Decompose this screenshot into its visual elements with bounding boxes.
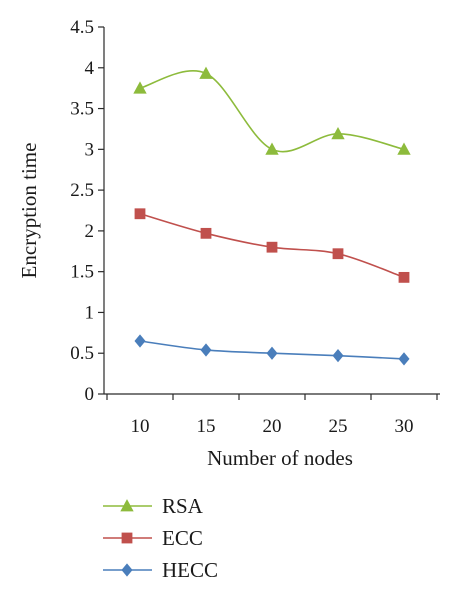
legend-swatch-marker <box>121 563 133 577</box>
y-tick-label: 4 <box>85 58 95 79</box>
data-point-hecc <box>398 352 410 366</box>
data-point-hecc <box>266 346 278 360</box>
x-tick-label: 15 <box>197 416 216 437</box>
series-hecc <box>134 334 410 366</box>
legend-item-rsa: RSA <box>103 494 204 518</box>
y-tick-label: 2.5 <box>70 180 94 201</box>
x-tick-label: 30 <box>395 416 414 437</box>
data-point-rsa <box>331 127 345 140</box>
y-tick-label: 0.5 <box>70 343 94 364</box>
data-point-ecc <box>332 248 344 260</box>
legend-label-rsa: RSA <box>162 494 204 518</box>
x-axis-title: Number of nodes <box>207 446 353 470</box>
data-point-rsa <box>133 81 147 94</box>
legend-item-ecc: ECC <box>103 526 203 550</box>
chart-axes <box>103 27 440 395</box>
series-line-rsa <box>139 70 405 153</box>
chart-legend: RSA ECC HECC <box>103 494 218 582</box>
data-point-ecc <box>134 208 146 220</box>
x-tick-label: 10 <box>131 416 150 437</box>
series-rsa <box>133 66 411 155</box>
legend-item-hecc: HECC <box>103 558 218 582</box>
y-tick-label: 1.5 <box>70 262 94 283</box>
legend-swatch-marker <box>120 499 134 512</box>
data-point-hecc <box>332 349 344 363</box>
legend-label-ecc: ECC <box>162 526 203 550</box>
data-point-hecc <box>200 343 212 357</box>
data-point-ecc <box>200 227 212 239</box>
legend-swatch-marker <box>121 532 133 544</box>
y-axis-title: Encryption time <box>17 143 41 279</box>
x-tick-label: 25 <box>329 416 348 437</box>
data-point-ecc <box>266 241 278 253</box>
data-point-hecc <box>134 334 146 348</box>
data-point-rsa <box>397 142 411 155</box>
y-tick-label: 3 <box>85 139 95 160</box>
data-point-rsa <box>199 66 213 79</box>
series-ecc <box>134 208 410 283</box>
series-layer <box>133 66 411 366</box>
x-tick-label: 20 <box>263 416 282 437</box>
data-point-rsa <box>265 142 279 155</box>
y-tick-label: 2 <box>85 221 95 242</box>
y-axis-ticks: 0 0.5 1 1.5 2 2.5 3 3.5 4 4.5 <box>70 17 104 405</box>
y-tick-label: 4.5 <box>70 17 94 38</box>
y-tick-label: 3.5 <box>70 99 94 120</box>
legend-label-hecc: HECC <box>162 558 218 582</box>
y-tick-label: 0 <box>85 384 95 405</box>
data-point-ecc <box>398 271 410 283</box>
x-axis-ticks: 10 15 20 25 30 <box>106 394 438 437</box>
y-tick-label: 1 <box>85 302 95 323</box>
